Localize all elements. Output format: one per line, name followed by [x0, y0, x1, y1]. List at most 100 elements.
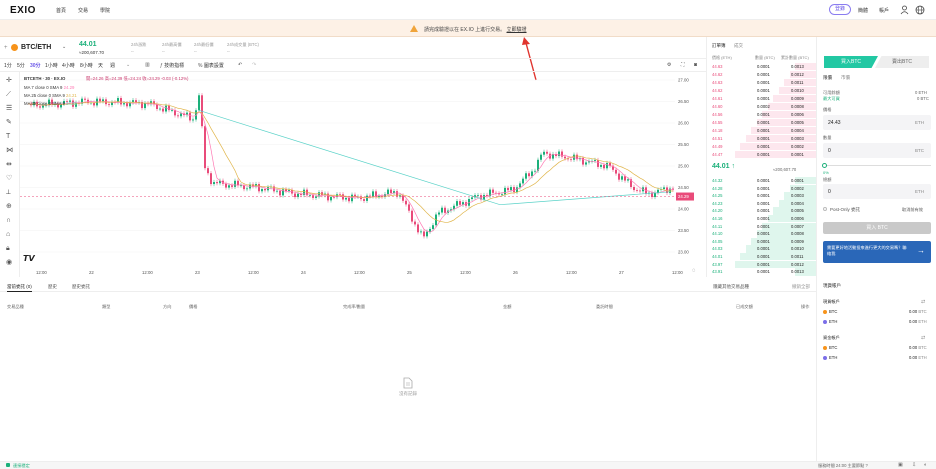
candle-type-icon[interactable]: ▥: [145, 62, 150, 68]
bid-row[interactable]: 44.03 0.0001 0.0010: [707, 245, 817, 253]
promo-banner[interactable]: 需要更好地活動投來進行更大的交易嗎？聯絡我 →: [823, 241, 931, 263]
candle-body: [240, 185, 242, 187]
bid-row[interactable]: 44.05 0.0001 0.0009: [707, 237, 817, 246]
interval-1h[interactable]: 1小時: [45, 63, 58, 69]
tab-orderbook[interactable]: 訂單簿: [712, 43, 726, 48]
bid-row[interactable]: 44.20 0.0001 0.0005: [707, 207, 817, 215]
bid-row[interactable]: 44.23 0.0001 0.0004: [707, 199, 817, 208]
tab-history[interactable]: 歷史: [48, 284, 57, 289]
user-icon[interactable]: [900, 5, 909, 15]
nav-academy[interactable]: 學院: [100, 8, 111, 14]
ask-row[interactable]: 44.47 0.0001 0.0001: [707, 151, 817, 159]
bid-row[interactable]: 44.10 0.0001 0.0008: [707, 230, 817, 238]
magnet-icon[interactable]: ∩: [6, 217, 12, 224]
heart-icon[interactable]: ♡: [6, 175, 13, 182]
sell-tab[interactable]: 賣出BTC: [875, 56, 929, 68]
bid-row[interactable]: 43.97 0.0001 0.0012: [707, 260, 817, 268]
price-chart[interactable]: 27.00 26.50 26.00 25.50 25.00 24.50 24.00 23.50…: [20, 72, 706, 277]
buy-tab[interactable]: 買入BTC: [824, 56, 878, 68]
time-in-force-select[interactable]: 取消前有效: [902, 207, 923, 212]
camera-icon[interactable]: ◙: [694, 62, 698, 68]
interval-8h[interactable]: 8小時: [80, 63, 93, 69]
exio-logo[interactable]: EXIO: [10, 5, 36, 16]
bid-row[interactable]: 44.25 0.0001 0.0003: [707, 192, 817, 200]
sound-icon[interactable]: ◐: [924, 462, 928, 468]
interval-1w[interactable]: 週: [110, 63, 116, 69]
ask-row[interactable]: 44.56 0.0001 0.0006: [707, 111, 817, 119]
ask-row[interactable]: 44.51 0.0001 0.0003: [707, 135, 817, 143]
bid-row[interactable]: 44.16 0.0001 0.0006: [707, 215, 817, 223]
bid-row[interactable]: 44.28 0.0001 0.0002: [707, 184, 817, 192]
interval-4h[interactable]: 4小時: [62, 63, 75, 69]
ruler-icon[interactable]: ⟂: [6, 189, 11, 196]
ask-row[interactable]: 44.61 0.0001 0.0009: [707, 95, 817, 103]
interval-5m[interactable]: 5分: [17, 63, 25, 69]
fullscreen-icon[interactable]: ⛶: [681, 62, 685, 68]
bid-row[interactable]: 44.11 0.0001 0.0007: [707, 222, 817, 230]
brush-icon[interactable]: ✎: [6, 119, 12, 126]
transfer-icon-2[interactable]: ⇄: [921, 335, 926, 341]
indicators-button[interactable]: ƒ 技術指標: [160, 63, 185, 69]
price-input[interactable]: 24.43 ETH: [823, 115, 931, 130]
dropdown-icon[interactable]: ⌄: [126, 62, 131, 68]
quantity-input[interactable]: 0 BTC: [823, 143, 931, 158]
measure-icon[interactable]: ⇹: [6, 161, 12, 168]
ask-row[interactable]: 44.55 0.0001 0.0005: [707, 119, 817, 127]
hide-other-pairs[interactable]: 隱藏其他交易品種: [713, 284, 749, 289]
hlines-icon[interactable]: ☰: [6, 105, 13, 112]
bid-row[interactable]: 44.32 0.0001 0.0001: [707, 177, 817, 185]
account-menu[interactable]: 帳戶: [879, 8, 890, 14]
interval-1m[interactable]: 1分: [4, 63, 12, 69]
bid-row[interactable]: 43.91 0.0001 0.0013: [707, 268, 817, 276]
chevron-down-icon[interactable]: ⌄: [62, 44, 67, 50]
ask-row[interactable]: 44.18 0.0001 0.0004: [707, 127, 817, 135]
redo-icon[interactable]: ↷: [252, 62, 257, 68]
login-button[interactable]: 登錄: [829, 4, 851, 15]
candles-svg[interactable]: 27.00 26.50 26.00 25.50 25.00 24.50 24.00 23.50…: [20, 72, 706, 277]
text-icon[interactable]: T: [6, 133, 11, 140]
postonly-checkbox[interactable]: [823, 207, 827, 211]
crosshair-icon[interactable]: ✛: [6, 77, 12, 84]
ask-row[interactable]: 44.49 0.0001 0.0002: [707, 143, 817, 151]
trendline-icon[interactable]: ⟋: [6, 91, 11, 98]
candle-body: [588, 161, 590, 163]
percent-slider[interactable]: [823, 165, 931, 166]
gear-icon[interactable]: ⚙: [667, 62, 672, 68]
tab-order-history[interactable]: 歷史委託: [72, 284, 90, 289]
verify-now-link[interactable]: 立即驗證: [506, 27, 527, 33]
ask-row[interactable]: 44.63 0.0001 0.0011: [707, 79, 817, 87]
pair-selector[interactable]: BTC/ETH: [21, 44, 52, 51]
submit-buy-button[interactable]: 買入 BTC: [823, 222, 931, 234]
chart-settings-button[interactable]: % 圖表設置: [198, 63, 224, 69]
settings-icon[interactable]: ◌: [692, 268, 696, 274]
nav-trade[interactable]: 交易: [78, 8, 89, 14]
add-icon[interactable]: +: [4, 45, 8, 51]
lang-menu[interactable]: 簡體: [858, 8, 869, 14]
interval-1d[interactable]: 天: [98, 63, 104, 69]
ask-row[interactable]: 44.62 0.0001 0.0010: [707, 87, 817, 95]
download-icon[interactable]: ⇩: [912, 462, 917, 468]
undo-icon[interactable]: ↶: [238, 62, 243, 68]
ask-row[interactable]: 44.63 0.0001 0.0013: [707, 63, 817, 71]
chat-icon[interactable]: ▣: [898, 462, 903, 468]
cancel-all-link[interactable]: 撤銷全部: [792, 284, 810, 289]
lock-icon[interactable]: 🔒︎: [6, 245, 10, 252]
slider-handle[interactable]: [822, 163, 827, 168]
zoom-in-icon[interactable]: ⊕: [6, 203, 12, 210]
bid-row[interactable]: 44.01 0.0001 0.0011: [707, 253, 817, 261]
order-type-market[interactable]: 市價: [841, 75, 850, 80]
eye-icon[interactable]: ◉: [6, 259, 13, 266]
transfer-icon[interactable]: ⇄: [921, 299, 926, 305]
globe-icon[interactable]: [915, 5, 925, 15]
tab-open-orders[interactable]: 當前委託 (0): [7, 284, 32, 292]
pattern-icon[interactable]: ⋈: [6, 147, 13, 154]
interval-30m[interactable]: 30分: [30, 63, 41, 69]
server-info: 服務時間 24:00 主要節點 ?: [818, 463, 868, 468]
ask-row[interactable]: 44.60 0.0002 0.0008: [707, 103, 817, 111]
nav-home[interactable]: 首頁: [56, 8, 67, 14]
lock-draw-icon[interactable]: ⌂: [6, 231, 11, 238]
order-type-limit[interactable]: 限價: [823, 75, 832, 80]
total-input[interactable]: 0 ETH: [823, 184, 931, 199]
ask-row[interactable]: 44.62 0.0001 0.0012: [707, 71, 817, 79]
tab-trades[interactable]: 成交: [734, 43, 743, 48]
